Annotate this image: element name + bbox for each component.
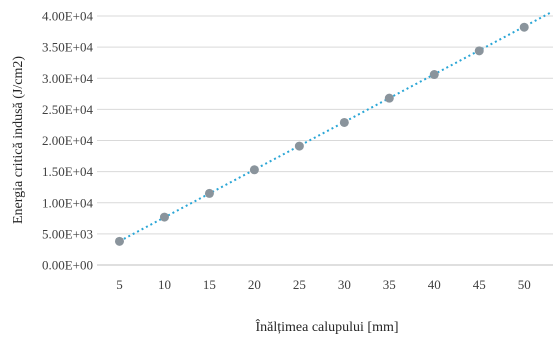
data-point [429, 70, 439, 80]
data-point [294, 141, 304, 151]
y-tick-label: 3.50E+04 [42, 40, 94, 55]
y-gridlines [97, 15, 553, 235]
data-point [339, 117, 349, 127]
data-point [519, 22, 529, 32]
data-point [384, 93, 394, 103]
y-tick-label: 1.50E+04 [42, 164, 94, 179]
x-tick-label: 15 [203, 277, 216, 292]
x-tick-label: 10 [158, 277, 171, 292]
y-tick-label: 2.50E+04 [42, 102, 94, 117]
y-tick-label: 2.00E+04 [42, 133, 94, 148]
data-points [114, 22, 529, 246]
trendline [119, 11, 552, 243]
y-tick-label: 4.00E+04 [42, 9, 94, 24]
data-point [114, 236, 124, 246]
x-tick-labels: 5 10 15 20 25 30 35 40 45 50 [116, 277, 530, 292]
data-point [159, 212, 169, 222]
x-tick-label: 20 [248, 277, 261, 292]
data-point [474, 46, 484, 56]
y-tick-label: 0.00E+00 [42, 258, 93, 273]
y-tick-labels: 0.00E+00 5.00E+03 1.00E+04 1.50E+04 2.00E+04… [42, 9, 94, 273]
x-tick-label: 25 [293, 277, 306, 292]
y-tick-label: 1.00E+04 [42, 195, 94, 210]
y-tick-label: 5.00E+03 [42, 226, 93, 241]
x-tick-label: 40 [428, 277, 441, 292]
x-tick-label: 35 [383, 277, 396, 292]
data-point [249, 165, 259, 175]
x-axis-title: Înălțimea calupului [mm] [255, 318, 398, 335]
data-point [204, 188, 214, 198]
x-tick-label: 5 [116, 277, 123, 292]
x-tick-label: 45 [473, 277, 486, 292]
x-tick-label: 50 [518, 277, 531, 292]
x-tick-label: 30 [338, 277, 351, 292]
y-axis-title: Energia critică indusă (J/cm2) [11, 56, 26, 224]
y-tick-label: 3.00E+04 [42, 71, 94, 86]
